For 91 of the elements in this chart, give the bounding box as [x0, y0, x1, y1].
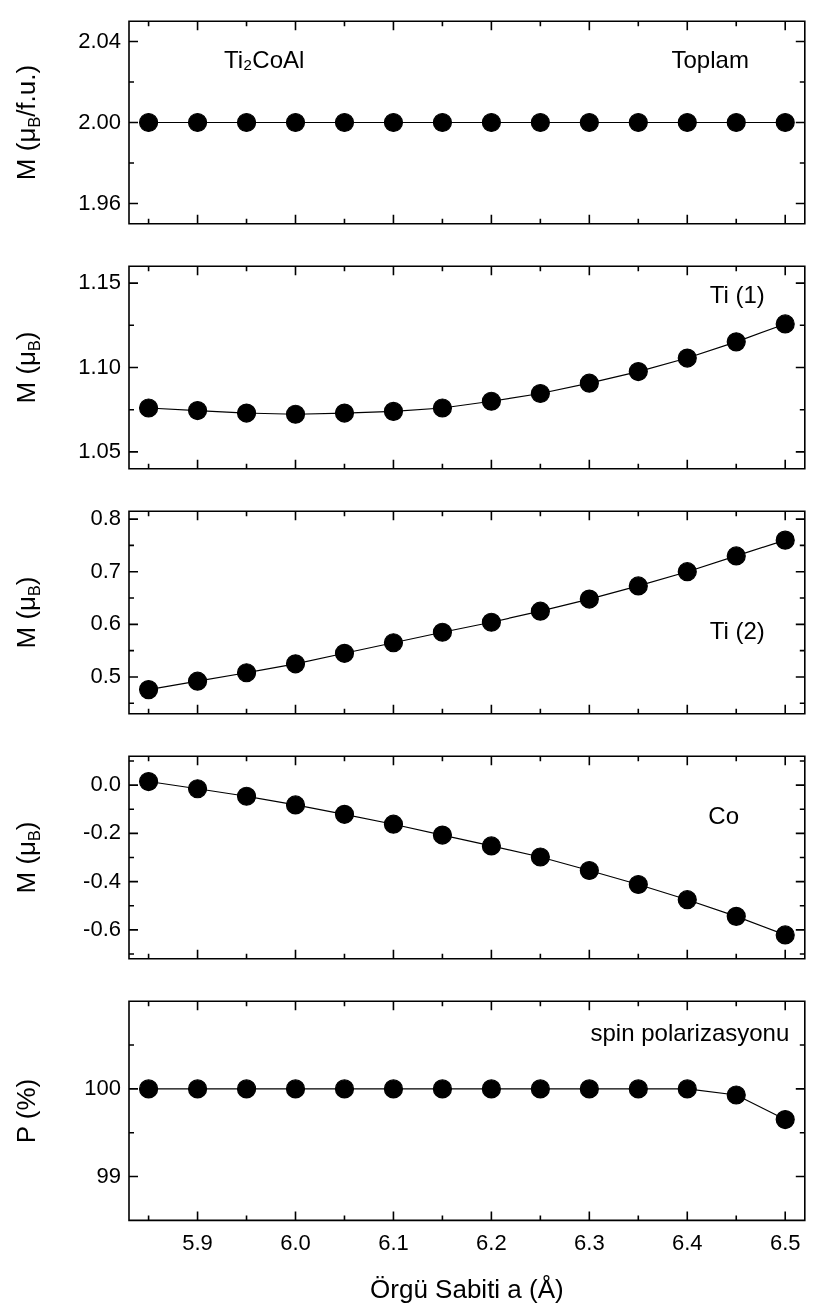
- y-axis-title: P (%): [11, 1078, 42, 1144]
- y-tick-label: -0.6: [83, 915, 121, 941]
- annotation: Ti (1): [709, 281, 765, 309]
- x-tick-label: 6.1: [378, 1229, 409, 1255]
- x-tick-label: 6.4: [671, 1229, 703, 1255]
- point: [628, 361, 648, 382]
- annotation: Co: [708, 801, 740, 829]
- point: [187, 1079, 208, 1099]
- point: [628, 874, 648, 895]
- point: [775, 925, 795, 945]
- point: [726, 546, 746, 566]
- y-tick-label: 99: [96, 1162, 121, 1188]
- x-axis-title: Örgü Sabiti a (Å): [370, 1273, 564, 1304]
- y-tick-label: 1.05: [78, 437, 121, 463]
- point: [285, 1079, 306, 1099]
- point: [236, 1079, 257, 1099]
- point: [383, 401, 404, 421]
- point: [138, 679, 159, 700]
- annotation: spin polarizasyonu: [590, 1018, 790, 1046]
- point: [775, 1109, 795, 1130]
- point: [432, 1079, 453, 1099]
- point: [236, 663, 257, 683]
- point: [334, 1079, 355, 1099]
- point: [236, 786, 257, 806]
- point: [481, 1079, 501, 1099]
- y-tick-label: 0.5: [90, 663, 121, 689]
- y-tick-label: 0.8: [90, 505, 121, 531]
- point: [334, 804, 355, 824]
- point: [726, 332, 746, 352]
- y-tick-label: 0.6: [90, 610, 121, 636]
- point: [775, 530, 795, 550]
- point: [530, 383, 550, 404]
- point: [677, 890, 697, 910]
- y-axis-title: M (μB): [11, 331, 44, 404]
- point: [236, 403, 257, 423]
- y-tick-label: 1.15: [78, 269, 121, 295]
- x-tick-label: 6.5: [769, 1229, 801, 1255]
- point: [726, 1085, 746, 1105]
- y-tick-label: 0.7: [90, 557, 121, 583]
- point: [187, 779, 208, 799]
- y-tick-label: 1.10: [78, 353, 121, 379]
- y-axis-title: M (μB): [11, 821, 44, 894]
- point: [726, 906, 746, 926]
- annotation: Toplam: [671, 46, 749, 74]
- point: [383, 1079, 404, 1099]
- point: [677, 562, 697, 582]
- x-tick-label: 5.9: [182, 1229, 213, 1255]
- y-tick-label: -0.2: [83, 819, 121, 845]
- point: [138, 771, 159, 792]
- y-tick-label: 2.04: [78, 27, 121, 53]
- point: [138, 1079, 159, 1099]
- x-tick-label: 6.2: [476, 1229, 507, 1255]
- point: [677, 348, 697, 368]
- point: [775, 314, 795, 334]
- point: [432, 398, 453, 418]
- point: [187, 671, 208, 691]
- point: [285, 654, 306, 674]
- y-axis-title: M (μB/f.u.): [11, 64, 44, 181]
- point: [579, 860, 599, 881]
- point: [138, 398, 159, 418]
- y-tick-label: 1.96: [78, 189, 121, 215]
- point: [334, 403, 355, 423]
- annotation: Ti (2): [709, 617, 765, 645]
- point: [530, 847, 550, 867]
- point: [530, 601, 550, 621]
- point: [579, 589, 599, 609]
- point: [628, 576, 648, 596]
- point: [383, 814, 404, 834]
- y-tick-label: 2.00: [78, 108, 121, 134]
- point: [383, 633, 404, 653]
- y-tick-label: 100: [84, 1074, 121, 1100]
- point: [334, 643, 355, 663]
- point: [579, 373, 599, 393]
- point: [432, 825, 453, 845]
- y-tick-label: -0.4: [83, 867, 121, 893]
- point: [481, 836, 501, 856]
- point: [481, 391, 501, 411]
- point: [481, 612, 501, 632]
- y-tick-label: 0.0: [90, 771, 121, 797]
- point: [579, 1079, 599, 1099]
- point: [187, 400, 208, 421]
- point: [677, 1079, 697, 1099]
- point: [628, 1079, 648, 1099]
- x-tick-label: 6.0: [280, 1229, 311, 1255]
- point: [285, 404, 306, 424]
- annotation: Ti₂CoAl: [223, 46, 305, 74]
- y-axis-title: M (μB): [11, 576, 44, 649]
- x-tick-label: 6.3: [574, 1229, 605, 1255]
- point: [285, 795, 306, 815]
- point: [530, 1079, 550, 1099]
- point: [432, 622, 453, 642]
